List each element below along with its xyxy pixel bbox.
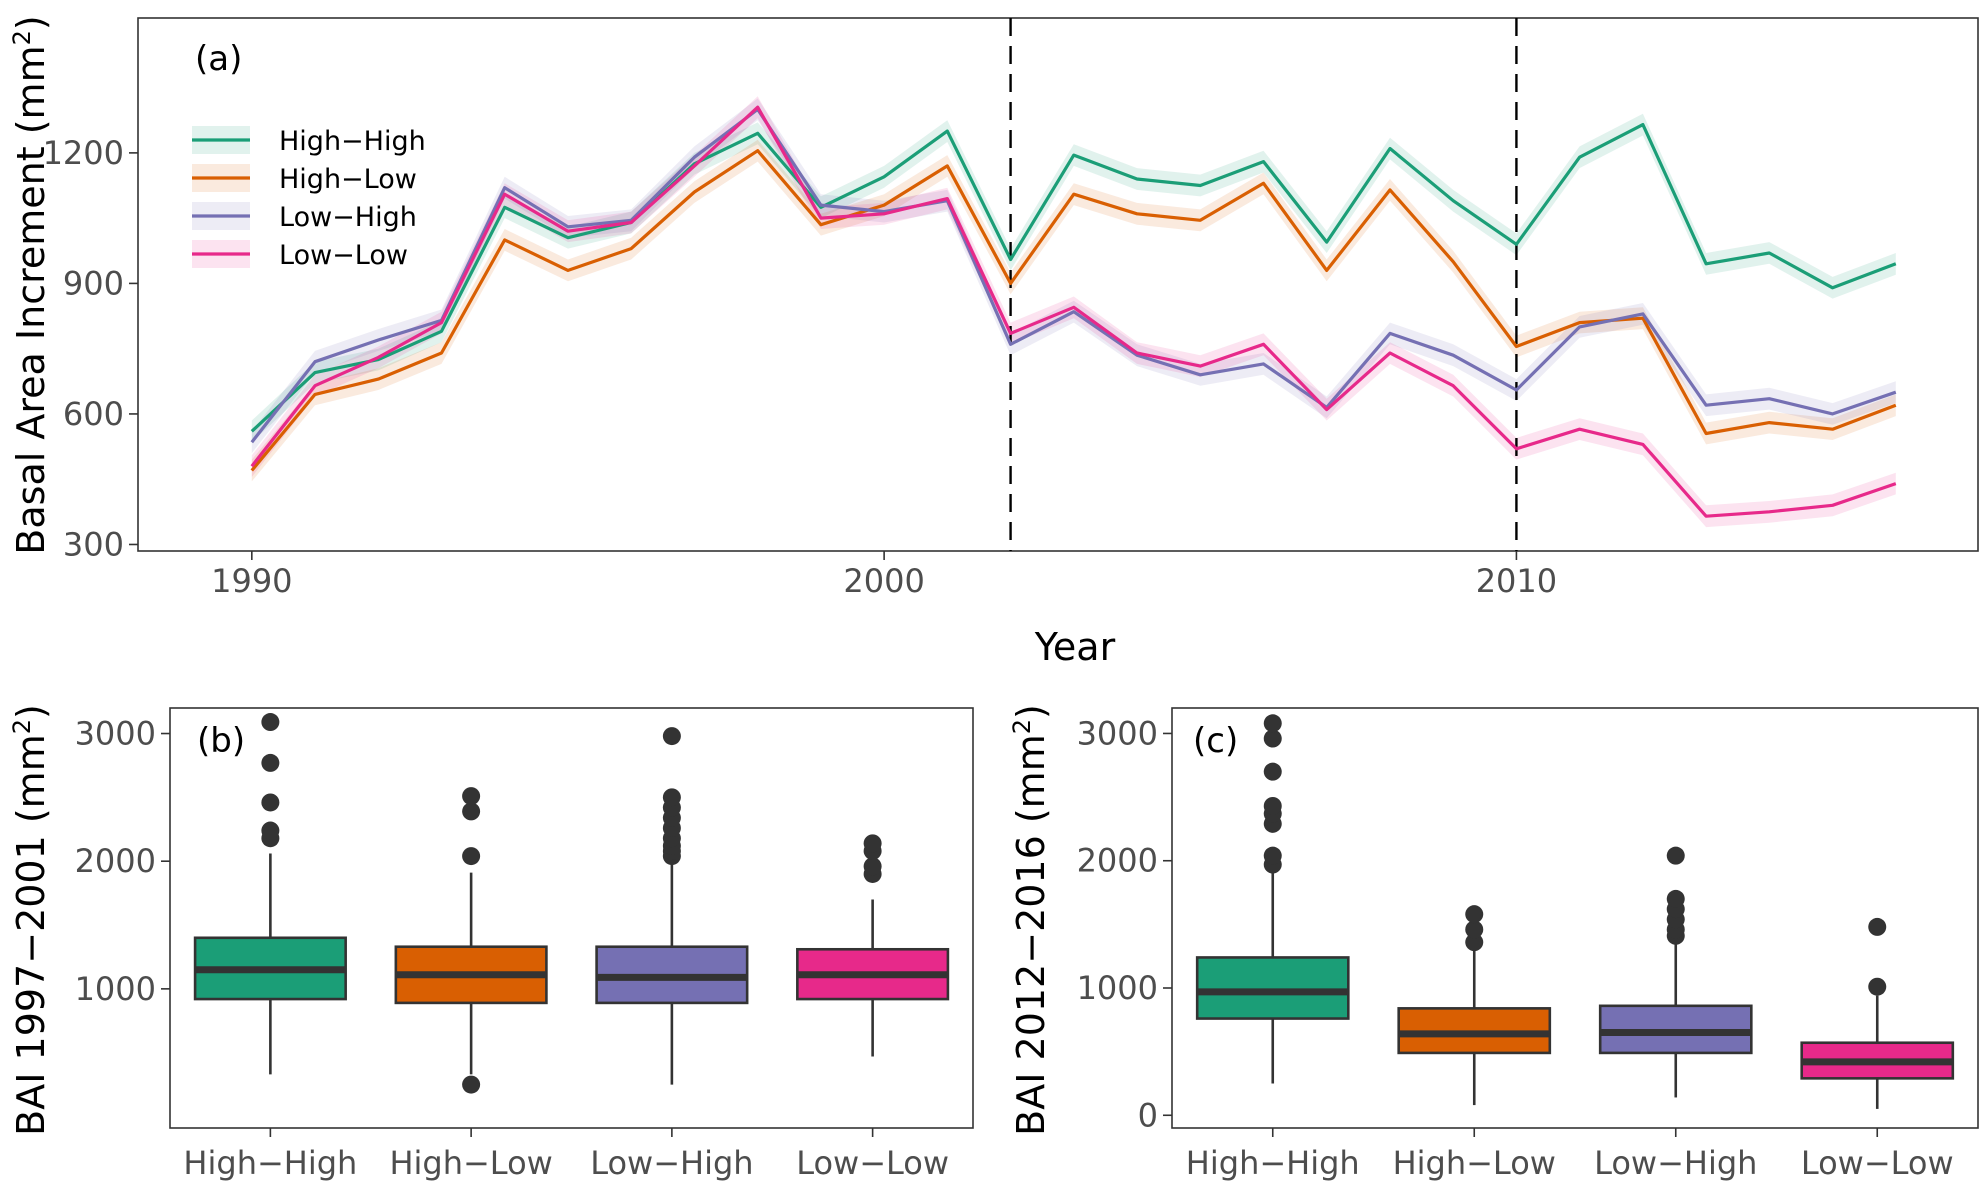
b-y-tick-label-1: 2000	[75, 842, 156, 880]
c-x-tick-label-1: High−Low	[1393, 1144, 1556, 1182]
c-box-0	[1195, 956, 1350, 1020]
b-x-tick-label-1: High−Low	[389, 1144, 552, 1182]
panel-c-y-title-main: BAI 2012−2016 (mm	[1009, 734, 1053, 1136]
c-x-tick-label-2: Low−High	[1594, 1144, 1757, 1182]
y-tick-label-0: 300	[63, 525, 124, 563]
panel-b-y-title-end: )	[9, 704, 53, 719]
b-outlier-1-0	[462, 1075, 481, 1094]
b-outlier-3-1	[863, 857, 882, 876]
b-outlier-0-2	[261, 793, 280, 812]
panel-c-frame	[1171, 707, 1979, 1129]
panel-c-tag: (c)	[1193, 721, 1238, 761]
series-line-3	[250, 105, 1897, 518]
c-y-tick-label-1: 1000	[1077, 969, 1158, 1007]
panel-c-y-title-sup: 2	[1008, 719, 1036, 734]
panel-b-boxes	[193, 713, 950, 1094]
panel-c-boxes	[1195, 714, 1955, 1109]
panel-a-frame	[137, 17, 1979, 552]
b-x-tick-label-3: Low−Low	[796, 1144, 949, 1182]
y-tick-label-1: 600	[63, 395, 124, 433]
panel-a-y-title-end: )	[9, 15, 53, 30]
b-outlier-1-3	[462, 787, 481, 806]
b-outlier-1-1	[462, 847, 481, 866]
panel-a-legend: High−High High−Low Low−High Low−Low	[192, 126, 426, 271]
c-outlier-0-4	[1263, 797, 1282, 815]
legend-label-1: High−Low	[279, 164, 417, 195]
panel-a-y-axis-title: Basal Area Increment (mm2)	[8, 15, 53, 554]
b-x-tick-label-2: Low−High	[590, 1144, 753, 1182]
band-1	[251, 139, 1896, 482]
c-outlier-1-2	[1465, 905, 1484, 924]
c-outlier-0-7	[1263, 714, 1282, 733]
panel-a-y-axis: 300 600 900 1200	[43, 134, 138, 563]
panel-c-y-axis: 0 1000 2000 3000	[1077, 714, 1172, 1134]
x-tick-label-0: 1990	[211, 562, 292, 600]
c-outlier-1-1	[1465, 920, 1484, 939]
x-tick-label-2: 2010	[1476, 562, 1557, 600]
panel-a-reference-lines	[1009, 18, 1518, 551]
y-tick-label-2: 900	[63, 264, 124, 302]
c-outlier-1-0	[1465, 933, 1484, 952]
c-outlier-0-1	[1263, 846, 1282, 865]
panel-b-tag: (b)	[197, 721, 245, 761]
series-line-0	[250, 122, 1897, 433]
c-outlier-0-6	[1263, 729, 1282, 748]
panel-c-box-chart: 0 1000 2000 3000 High−High High−Low Low−High L…	[1008, 704, 1979, 1182]
c-outlier-0-5	[1263, 762, 1282, 781]
b-outlier-2-7	[662, 788, 681, 807]
panel-b-y-axis: 1000 2000 3000	[75, 715, 170, 1008]
band-0	[251, 113, 1896, 443]
c-outlier-3-0	[1868, 977, 1887, 996]
series-line-2	[250, 107, 1897, 444]
c-y-tick-label-0: 0	[1138, 1096, 1158, 1134]
c-y-tick-label-2: 2000	[1077, 842, 1158, 880]
panel-b-y-axis-title: BAI 1997−2001 (mm2)	[8, 704, 53, 1136]
x-tick-label-1: 2000	[843, 562, 924, 600]
c-x-tick-label-0: High−High	[1186, 1144, 1360, 1182]
b-outlier-2-8	[662, 727, 681, 746]
panel-b-box-chart: 1000 2000 3000 High−High High−Low Low−High Lo…	[8, 704, 974, 1182]
b-y-tick-label-0: 1000	[75, 970, 156, 1008]
b-y-tick-label-2: 3000	[75, 715, 156, 753]
panel-c-y-title-end: )	[1009, 704, 1053, 719]
c-outlier-2-4	[1666, 889, 1685, 908]
y-tick-label-3: 1200	[43, 134, 124, 172]
legend-label-2: Low−High	[279, 202, 417, 233]
panel-c-x-axis: High−High High−Low Low−High Low−Low	[1186, 1128, 1954, 1182]
panel-a-line-chart: 300 600 900 1200 1990 2000 2010 (a) High−High…	[8, 15, 1979, 669]
b-outlier-1-2	[462, 802, 481, 821]
b-outlier-0-4	[261, 713, 280, 732]
panel-c-y-axis-title: BAI 2012−2016 (mm2)	[1008, 704, 1053, 1136]
panel-a-y-title-main: Basal Area Increment (mm	[9, 45, 53, 554]
b-outlier-0-1	[261, 821, 280, 840]
c-y-tick-label-3: 3000	[1077, 714, 1158, 752]
legend-label-3: Low−Low	[279, 240, 408, 271]
c-outlier-2-5	[1666, 846, 1685, 865]
panel-a-x-axis: 1990 2000 2010	[211, 551, 1557, 600]
panel-b-frame	[169, 707, 974, 1129]
panel-a-x-axis-title: Year	[1034, 625, 1116, 669]
panel-b-y-title-sup: 2	[8, 719, 36, 734]
b-outlier-3-3	[863, 834, 882, 853]
c-outlier-3-1	[1868, 917, 1887, 936]
panel-a-y-title-sup: 2	[8, 30, 36, 45]
legend-label-0: High−High	[279, 126, 426, 157]
c-x-tick-label-3: Low−Low	[1801, 1144, 1954, 1182]
panel-b-x-axis: High−High High−Low Low−High Low−Low	[183, 1128, 949, 1182]
panel-a-series-lines	[250, 105, 1897, 518]
b-x-tick-label-0: High−High	[183, 1144, 357, 1182]
b-outlier-0-3	[261, 753, 280, 772]
panel-b-y-title-main: BAI 1997−2001 (mm	[9, 734, 53, 1136]
panel-a-tag: (a)	[195, 39, 242, 79]
